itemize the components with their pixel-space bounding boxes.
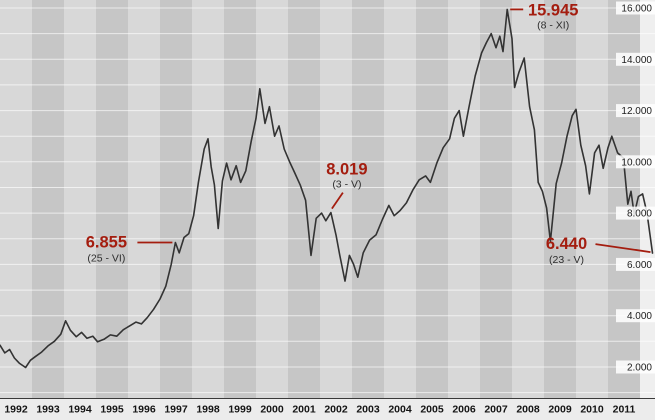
y-tick-chip — [616, 206, 655, 220]
year-band — [192, 0, 224, 398]
y-tick-label: 14.000 — [621, 55, 652, 66]
y-tick-label: 8.000 — [627, 209, 652, 220]
annotation-date: (8 - XI) — [537, 19, 569, 31]
annotation-date: (25 - VI) — [87, 253, 125, 265]
x-year-label: 1994 — [68, 404, 92, 416]
y-tick-label: 16.000 — [621, 4, 652, 15]
year-band — [416, 0, 448, 398]
x-axis-strip — [0, 398, 655, 420]
annotation-value: 6.440 — [546, 235, 587, 253]
annotation-value: 8.019 — [326, 161, 367, 179]
year-band — [128, 0, 160, 398]
year-band — [384, 0, 416, 398]
year-band — [64, 0, 96, 398]
y-tick-chip — [616, 257, 655, 271]
x-year-label: 2011 — [613, 404, 636, 416]
annotation-value: 15.945 — [528, 1, 578, 19]
year-band — [224, 0, 256, 398]
year-band — [320, 0, 352, 398]
year-band — [352, 0, 384, 398]
y-tick-chip — [616, 104, 655, 118]
annotation-date: (23 - V) — [549, 254, 584, 266]
y-tick-label: 12.000 — [621, 106, 652, 117]
x-year-label: 1999 — [228, 404, 252, 416]
year-band — [608, 0, 640, 398]
year-band — [544, 0, 576, 398]
price-line — [0, 8, 654, 369]
year-band — [256, 0, 288, 398]
x-year-label: 2000 — [260, 404, 284, 416]
x-year-label: 1996 — [132, 404, 156, 416]
y-tick-label: 6.000 — [627, 260, 652, 271]
annotation-pointer-line — [595, 243, 651, 253]
x-year-label: 2006 — [452, 404, 476, 416]
x-year-label: 2001 — [292, 404, 316, 416]
annotation-value: 6.855 — [86, 234, 127, 252]
year-band — [576, 0, 608, 398]
y-tick-chip — [616, 52, 655, 66]
y-tick-chip — [616, 1, 655, 15]
year-band — [512, 0, 544, 398]
year-band — [448, 0, 480, 398]
right-margin-band — [640, 0, 655, 398]
y-tick-chip — [616, 360, 655, 374]
x-year-label: 2007 — [484, 404, 508, 416]
year-band — [480, 0, 512, 398]
year-band — [96, 0, 128, 398]
x-year-label: 1995 — [100, 404, 124, 416]
y-tick-chip — [616, 155, 655, 169]
annotation-pointer-line — [331, 192, 344, 210]
x-year-label: 2003 — [356, 404, 380, 416]
year-band — [288, 0, 320, 398]
x-year-label: 1993 — [36, 404, 60, 416]
y-tick-label: 10.000 — [621, 157, 652, 168]
x-year-label: 1992 — [4, 404, 28, 416]
y-tick-label: 2.000 — [627, 363, 652, 374]
x-year-label: 2002 — [324, 404, 348, 416]
x-year-label: 2009 — [548, 404, 572, 416]
x-year-label: 1997 — [164, 404, 188, 416]
y-tick-chip — [616, 309, 655, 323]
annotation-date: (3 - V) — [332, 179, 361, 191]
x-year-label: 1998 — [196, 404, 220, 416]
x-year-label: 2010 — [580, 404, 604, 416]
y-tick-label: 4.000 — [627, 311, 652, 322]
year-band — [0, 0, 32, 398]
year-band — [32, 0, 64, 398]
year-band — [160, 0, 192, 398]
x-year-label: 2005 — [420, 404, 444, 416]
x-year-label: 2004 — [388, 404, 412, 416]
x-year-label: 2008 — [516, 404, 540, 416]
